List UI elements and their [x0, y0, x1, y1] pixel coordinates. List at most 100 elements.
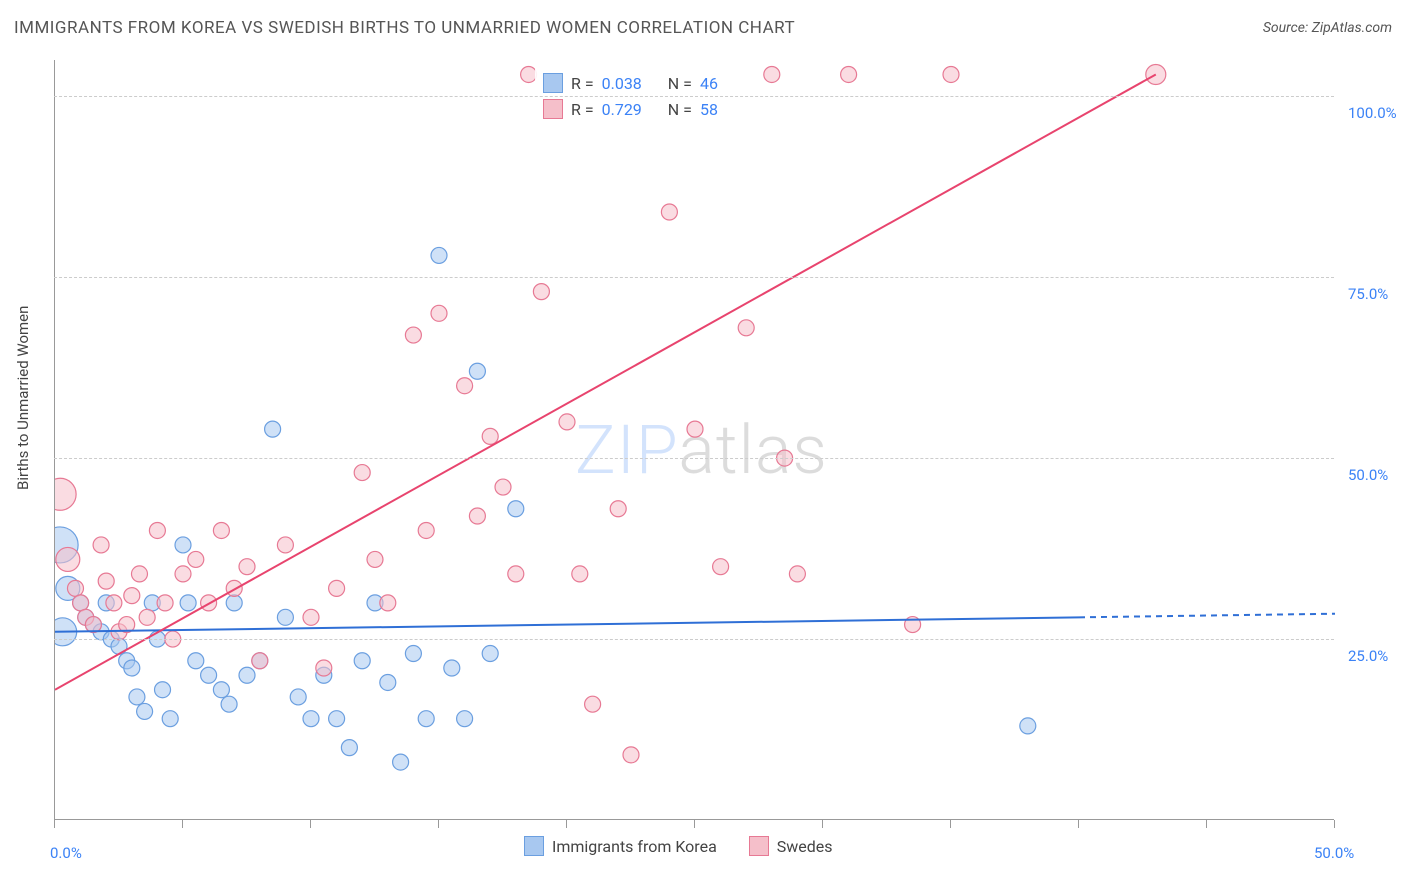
- scatter-point: [252, 653, 268, 669]
- trend-line: [55, 617, 1079, 631]
- scatter-point: [188, 653, 204, 669]
- scatter-point: [431, 247, 447, 263]
- x-tick-label: 50.0%: [1314, 844, 1354, 862]
- scatter-point: [303, 609, 319, 625]
- scatter-point: [188, 551, 204, 567]
- scatter-point: [572, 566, 588, 582]
- x-tick: [822, 820, 823, 828]
- n-value: 46: [700, 74, 718, 93]
- r-value: 0.729: [602, 100, 642, 119]
- scatter-point: [162, 711, 178, 727]
- scatter-point: [277, 609, 293, 625]
- trend-line: [55, 74, 1156, 689]
- scatter-point: [380, 595, 396, 611]
- scatter-point: [354, 465, 370, 481]
- r-label: R =: [571, 100, 594, 119]
- scatter-point: [131, 566, 147, 582]
- scatter-point: [290, 689, 306, 705]
- x-tick: [694, 820, 695, 828]
- scatter-point: [393, 754, 409, 770]
- n-value: 58: [700, 100, 718, 119]
- scatter-point: [157, 595, 173, 611]
- x-tick: [566, 820, 567, 828]
- scatter-point: [55, 478, 76, 510]
- scatter-point: [137, 703, 153, 719]
- scatter-point: [469, 508, 485, 524]
- scatter-point: [213, 682, 229, 698]
- y-tick-label: 25.0%: [1348, 647, 1388, 665]
- y-tick-label: 75.0%: [1348, 285, 1388, 303]
- scatter-point: [405, 646, 421, 662]
- scatter-point: [687, 421, 703, 437]
- gridline: [54, 458, 1334, 459]
- n-label: N =: [668, 100, 692, 119]
- x-tick: [1334, 820, 1335, 828]
- r-label: R =: [571, 74, 594, 93]
- x-tick: [950, 820, 951, 828]
- legend-swatch: [543, 73, 563, 93]
- scatter-point: [277, 537, 293, 553]
- scatter-point: [457, 711, 473, 727]
- chart-source: Source: ZipAtlas.com: [1263, 20, 1392, 36]
- scatter-point: [789, 566, 805, 582]
- x-tick: [438, 820, 439, 828]
- scatter-point: [239, 667, 255, 683]
- scatter-point: [175, 566, 191, 582]
- scatter-point: [1146, 64, 1166, 84]
- x-tick: [1078, 820, 1079, 828]
- gridline: [54, 639, 1334, 640]
- scatter-point: [508, 501, 524, 517]
- x-tick: [1206, 820, 1207, 828]
- chart-header: IMMIGRANTS FROM KOREA VS SWEDISH BIRTHS …: [14, 18, 1392, 38]
- scatter-point: [139, 609, 155, 625]
- legend-item: Immigrants from Korea: [524, 836, 717, 856]
- trend-line-dashed: [1079, 614, 1335, 618]
- scatter-point: [201, 667, 217, 683]
- gridline: [54, 277, 1334, 278]
- scatter-point: [764, 66, 780, 82]
- scatter-plot: [55, 60, 1335, 820]
- x-tick: [54, 820, 55, 828]
- gridline: [54, 96, 1334, 97]
- plot-box: ZIPatlas R =0.038N =46R =0.729N =58: [54, 60, 1334, 820]
- scatter-point: [354, 653, 370, 669]
- scatter-point: [444, 660, 460, 676]
- scatter-point: [98, 573, 114, 589]
- scatter-point: [316, 660, 332, 676]
- legend-row: R =0.038N =46: [543, 70, 736, 96]
- x-tick-label: 0.0%: [50, 844, 82, 862]
- scatter-point: [367, 551, 383, 567]
- scatter-point: [129, 689, 145, 705]
- scatter-point: [124, 588, 140, 604]
- scatter-point: [713, 559, 729, 575]
- scatter-point: [559, 414, 575, 430]
- scatter-point: [67, 580, 83, 596]
- scatter-point: [482, 646, 498, 662]
- legend-swatch: [543, 99, 563, 119]
- scatter-point: [610, 501, 626, 517]
- y-tick-label: 50.0%: [1348, 466, 1388, 484]
- scatter-point: [213, 522, 229, 538]
- scatter-point: [623, 747, 639, 763]
- scatter-point: [226, 595, 242, 611]
- scatter-point: [239, 559, 255, 575]
- scatter-point: [431, 305, 447, 321]
- scatter-point: [175, 537, 191, 553]
- legend-swatch: [524, 836, 544, 856]
- y-tick-label: 100.0%: [1348, 104, 1397, 122]
- scatter-point: [303, 711, 319, 727]
- scatter-point: [1020, 718, 1036, 734]
- scatter-point: [226, 580, 242, 596]
- scatter-point: [180, 595, 196, 611]
- scatter-point: [482, 428, 498, 444]
- scatter-point: [73, 595, 89, 611]
- legend-row: R = 0.729 N = 58: [543, 96, 736, 122]
- scatter-point: [341, 740, 357, 756]
- legend-item: Swedes: [749, 836, 833, 856]
- r-value: 0.038: [602, 74, 642, 93]
- scatter-point: [149, 522, 165, 538]
- x-tick: [182, 820, 183, 828]
- legend-swatch: [749, 836, 769, 856]
- scatter-point: [661, 204, 677, 220]
- legend-series: Immigrants from Korea Swedes: [524, 836, 833, 856]
